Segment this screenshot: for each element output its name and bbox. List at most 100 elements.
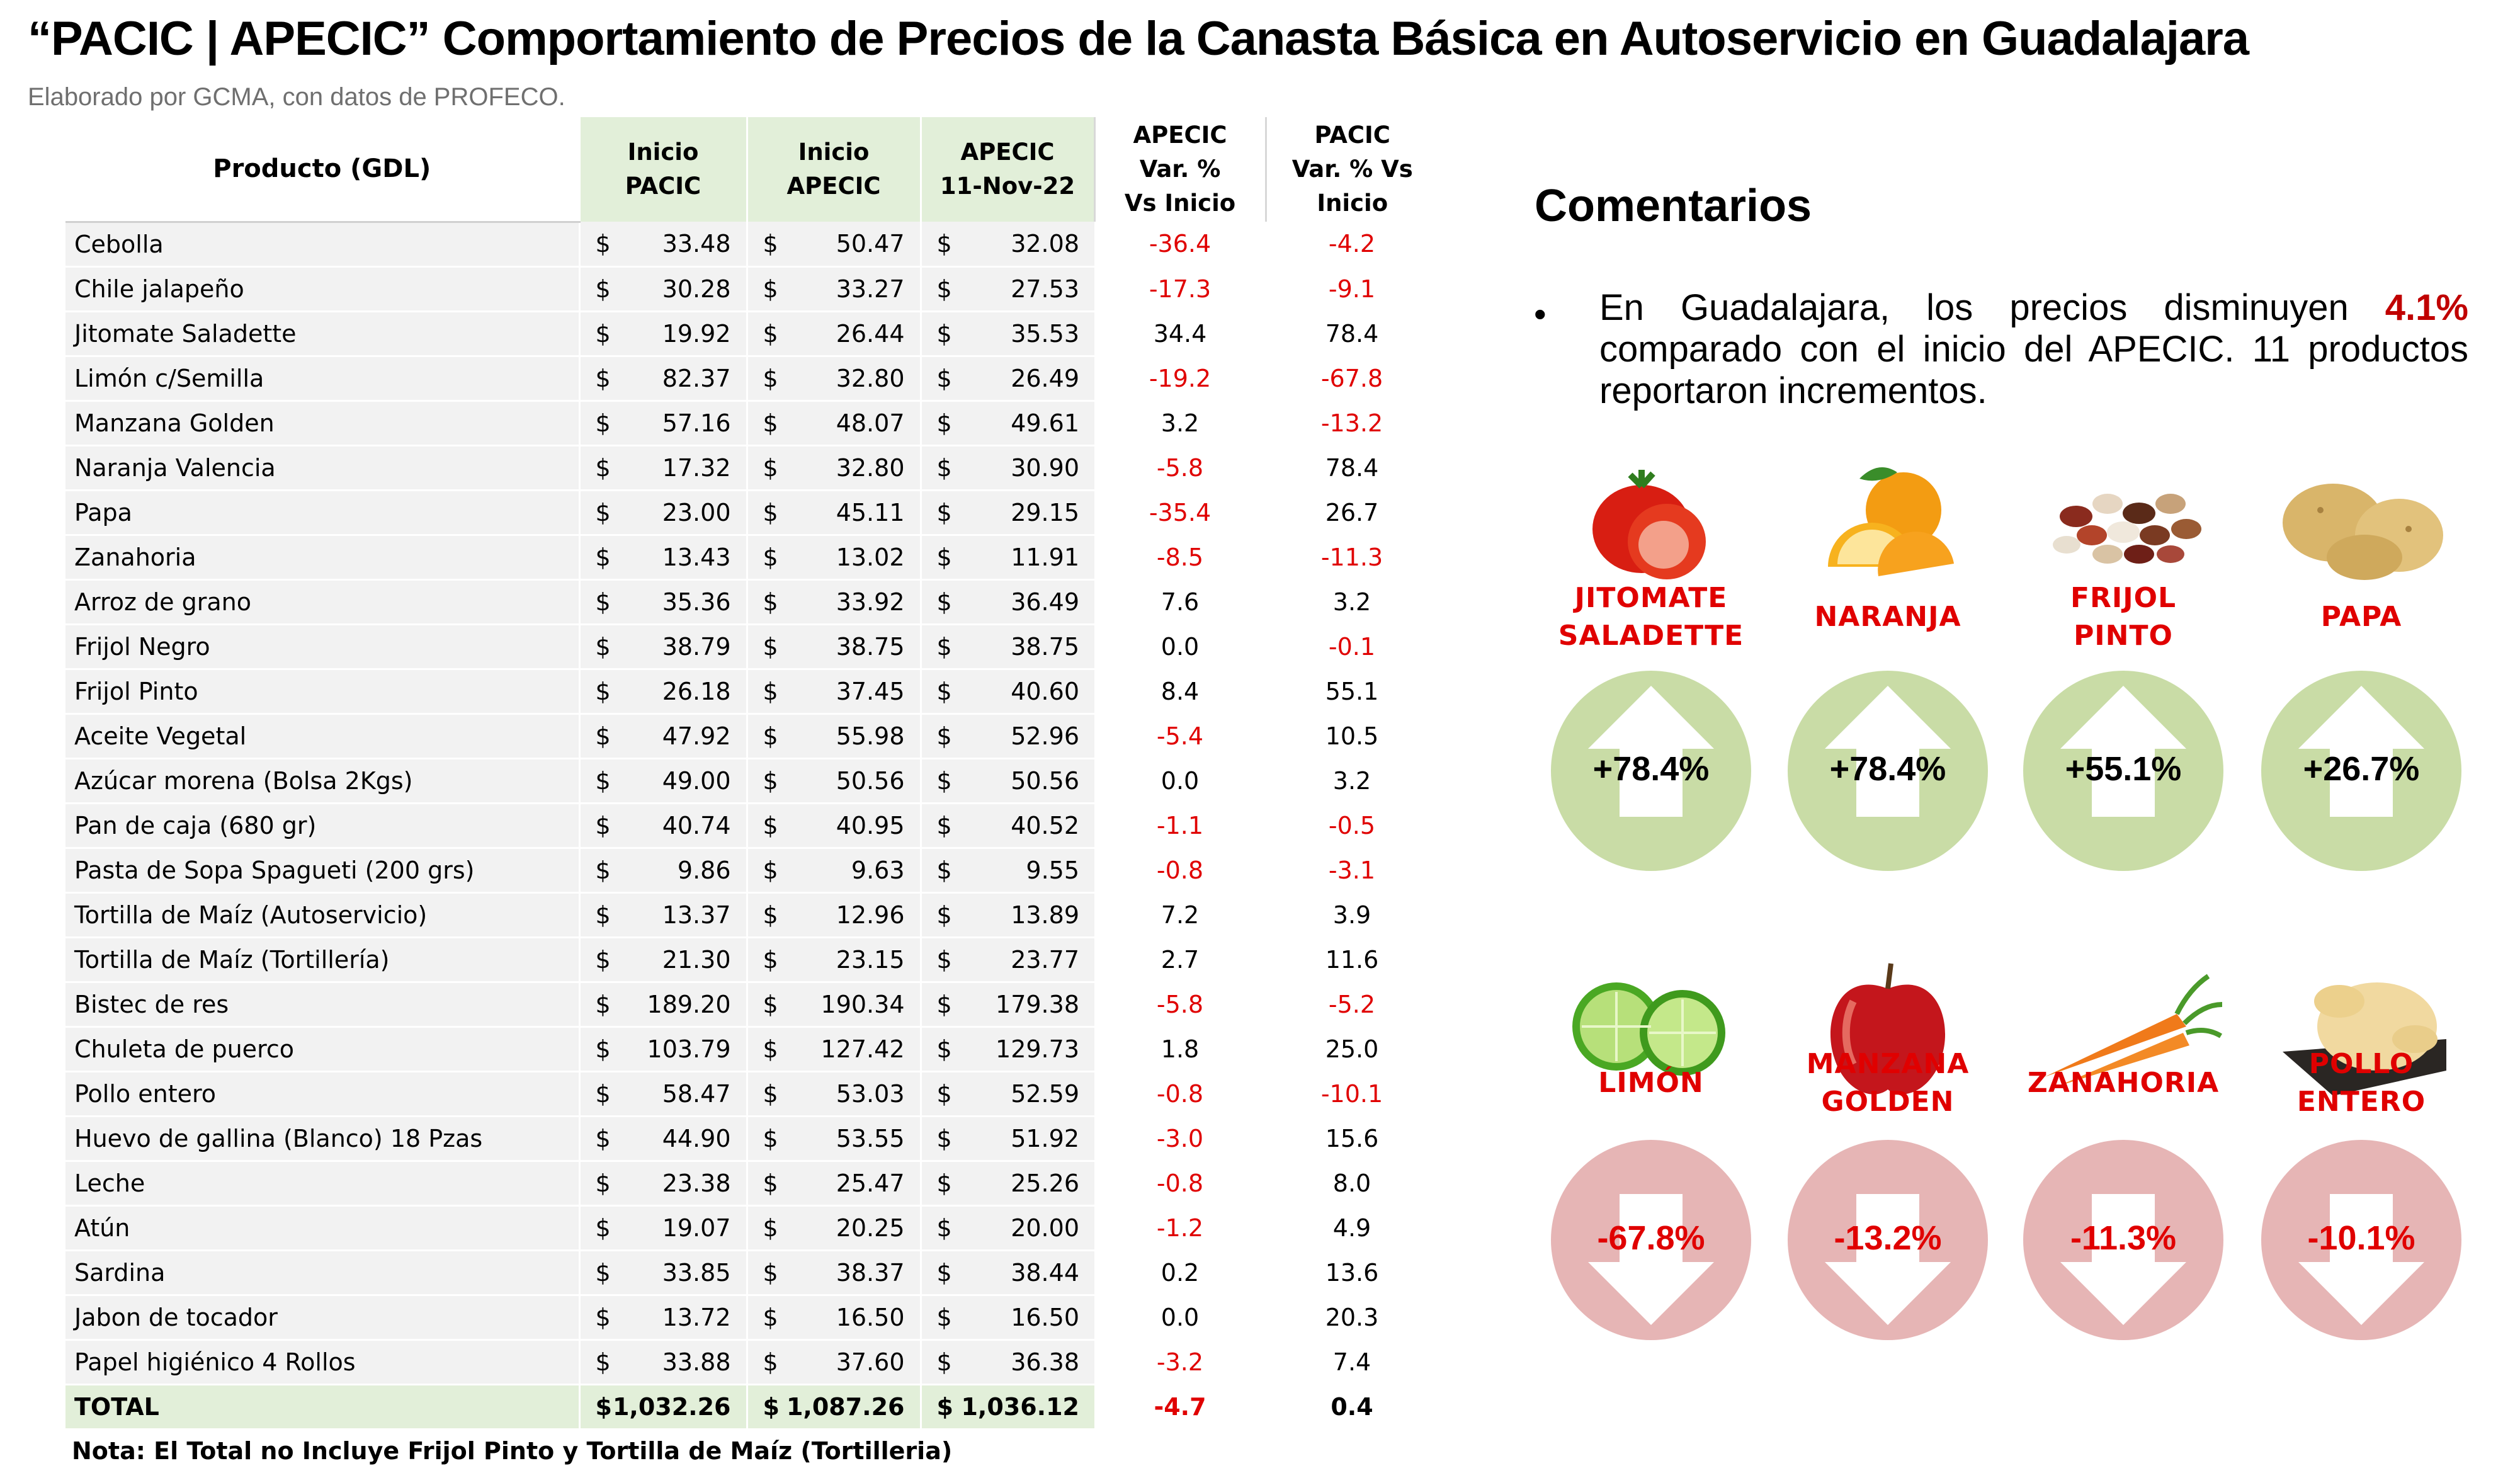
currency-symbol: $ <box>763 229 778 258</box>
price-value: 33.27 <box>836 275 905 303</box>
price-cell: $26.49 <box>919 356 1094 402</box>
price-cell: $32.80 <box>746 356 921 402</box>
price-cell: $30.28 <box>578 266 747 312</box>
currency-symbol: $ <box>595 498 611 526</box>
table-row: Zanahoria $13.43 $13.02 $11.91 -8.5 -11.3 <box>65 535 1438 581</box>
header-text: Inicio <box>627 139 699 166</box>
price-value: 49.61 <box>1011 409 1079 437</box>
var-pacic-cell: 26.7 <box>1266 490 1438 536</box>
tile-label-line: SALADETTE <box>1558 620 1744 652</box>
comment-highlight: 4.1% <box>2385 287 2468 328</box>
table-row: Papa $23.00 $45.11 $29.15 -35.4 26.7 <box>65 490 1438 536</box>
currency-symbol: $ <box>763 1303 778 1331</box>
var-apecic-cell: -8.5 <box>1094 535 1266 581</box>
tile-label-line: POLLO <box>2308 1048 2414 1080</box>
price-value: 1,087.26 <box>786 1392 905 1421</box>
table-row: Tortilla de Maíz (Tortillería) $21.30 $23.… <box>65 937 1438 983</box>
price-value: 17.32 <box>662 453 731 482</box>
header-text: APECIC <box>960 139 1055 166</box>
var-pacic-cell: 78.4 <box>1266 311 1438 357</box>
currency-symbol: $ <box>595 1035 611 1063</box>
price-cell: $23.38 <box>578 1161 747 1207</box>
price-value: 51.92 <box>1011 1124 1079 1152</box>
total-row: TOTAL $1,032.26 $1,087.26 $1,036.12 -4.7 0.4 <box>65 1384 1438 1430</box>
currency-symbol: $ <box>763 1035 778 1063</box>
price-value: 1,032.26 <box>612 1392 731 1421</box>
currency-symbol: $ <box>763 722 778 750</box>
currency-symbol: $ <box>936 1035 952 1063</box>
tile-value: -13.2% <box>1834 1219 1942 1257</box>
price-value: 13.72 <box>662 1303 731 1331</box>
price-cell: $37.45 <box>746 669 921 715</box>
tile-value: -67.8% <box>1597 1219 1705 1257</box>
product-name: Frijol Negro <box>65 624 579 670</box>
price-value: 23.15 <box>836 945 905 974</box>
price-cell: $50.56 <box>919 758 1094 804</box>
price-value: 40.60 <box>1011 677 1079 705</box>
currency-symbol: $ <box>936 364 952 392</box>
currency-symbol: $ <box>595 1079 611 1108</box>
price-cell: $19.92 <box>578 311 747 357</box>
tile-label-line: LIMÓN <box>1598 1067 1704 1099</box>
var-apecic-cell: -3.0 <box>1094 1116 1266 1162</box>
tile-label: LIMÓN <box>1535 1064 1768 1102</box>
down-arrow-icon <box>2261 1140 2461 1340</box>
price-value: 27.53 <box>1011 275 1079 303</box>
change-indicator <box>1551 671 1751 871</box>
currency-symbol: $ <box>595 1392 612 1421</box>
currency-symbol: $ <box>763 632 778 661</box>
change-indicator <box>2261 671 2461 871</box>
currency-symbol: $ <box>936 901 952 929</box>
currency-symbol: $ <box>936 632 952 661</box>
price-value: 37.60 <box>836 1348 905 1376</box>
var-pacic-cell: 3.9 <box>1266 892 1438 938</box>
currency-symbol: $ <box>936 1258 952 1287</box>
price-value: 9.55 <box>1026 856 1079 884</box>
currency-symbol: $ <box>595 1124 611 1152</box>
price-cell: $23.00 <box>578 490 747 536</box>
price-cell: $9.63 <box>746 848 921 894</box>
table-row: Pollo entero $58.47 $53.03 $52.59 -0.8 -10.1 <box>65 1071 1438 1117</box>
header-text: 11-Nov-22 <box>939 173 1076 200</box>
header-text: Var. % <box>1139 156 1221 183</box>
price-value: 12.96 <box>836 901 905 929</box>
var-pacic-cell: 10.5 <box>1266 714 1438 759</box>
currency-symbol: $ <box>763 364 778 392</box>
price-value: 38.44 <box>1011 1258 1079 1287</box>
price-cell: $13.89 <box>919 892 1094 938</box>
price-value: 129.73 <box>996 1035 1079 1063</box>
carrot-icon <box>2045 974 2223 1086</box>
price-cell: $32.08 <box>919 222 1094 268</box>
up-arrow-icon <box>1788 671 1988 871</box>
price-cell: $53.03 <box>746 1071 921 1117</box>
tile-label-line: PAPA <box>2320 601 2402 633</box>
header-var-pacic: PACIC Var. % Vs Inicio <box>1264 117 1438 222</box>
tile-label: POLLO ENTERO <box>2245 1045 2478 1121</box>
currency-symbol: $ <box>936 319 952 348</box>
currency-symbol: $ <box>763 766 778 795</box>
currency-symbol: $ <box>595 229 611 258</box>
var-apecic-cell: -5.8 <box>1094 445 1266 491</box>
price-cell: $35.53 <box>919 311 1094 357</box>
price-cell: $103.79 <box>578 1027 747 1072</box>
var-apecic-cell: -5.4 <box>1094 714 1266 759</box>
price-value: 33.88 <box>662 1348 731 1376</box>
comments-title: Comentarios <box>1535 181 1812 231</box>
price-value: 23.38 <box>662 1169 731 1197</box>
header-var-apecic: APECIC Var. % Vs Inicio <box>1093 117 1266 222</box>
currency-symbol: $ <box>595 319 611 348</box>
price-cell: $21.30 <box>578 937 747 983</box>
price-value: 35.53 <box>1011 319 1079 348</box>
price-cell: $26.44 <box>746 311 921 357</box>
price-cell: $57.16 <box>578 401 747 446</box>
currency-symbol: $ <box>763 1392 780 1421</box>
price-value: 9.86 <box>677 856 731 884</box>
price-cell: $23.15 <box>746 937 921 983</box>
var-apecic-cell: -36.4 <box>1094 222 1266 268</box>
product-name: Frijol Pinto <box>65 669 579 715</box>
price-cell: $33.48 <box>578 222 747 268</box>
product-name: Papel higiénico 4 Rollos <box>65 1339 579 1385</box>
product-name: Pan de caja (680 gr) <box>65 803 579 849</box>
currency-symbol: $ <box>763 543 778 571</box>
price-cell: $32.80 <box>746 445 921 491</box>
